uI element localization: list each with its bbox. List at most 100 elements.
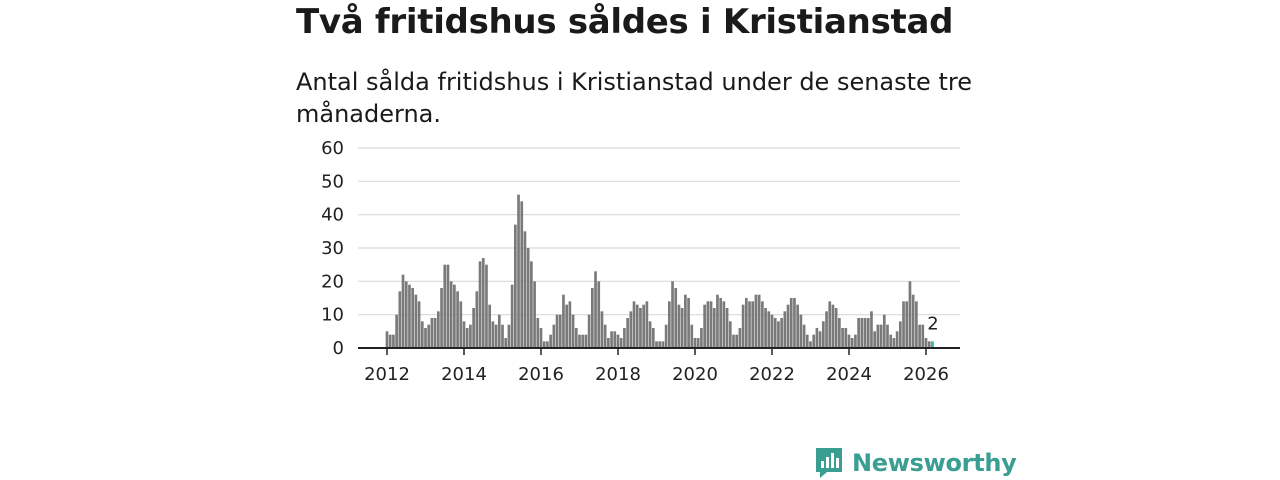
bar (465, 328, 469, 348)
bar (677, 304, 681, 348)
bar (770, 314, 774, 348)
bar (918, 324, 921, 348)
bar (741, 304, 745, 348)
bar (539, 328, 543, 348)
bar (915, 301, 918, 348)
bar (658, 341, 662, 348)
bar (610, 331, 613, 348)
bar (546, 341, 549, 348)
bar (838, 318, 841, 348)
bar (433, 318, 437, 348)
bar (687, 298, 690, 348)
bar (863, 318, 867, 348)
bar (430, 318, 434, 348)
bar (481, 258, 485, 348)
bar (738, 328, 742, 348)
x-tick-label: 2026 (903, 364, 949, 385)
bar (436, 311, 440, 348)
bar (469, 324, 472, 348)
bar (404, 281, 408, 348)
bar (789, 298, 793, 348)
bar (773, 318, 777, 348)
bar (799, 314, 803, 348)
bar (700, 328, 703, 348)
x-tick-label: 2016 (518, 364, 564, 385)
bar (805, 334, 809, 348)
bar (600, 311, 604, 348)
bar (905, 301, 909, 348)
bar (501, 324, 504, 348)
bar (571, 314, 575, 348)
bar (488, 304, 492, 348)
bar (834, 308, 838, 348)
y-tick-label: 50 (321, 171, 344, 192)
newsworthy-logo-text: Newsworthy (852, 449, 1017, 477)
last-value-label: 2 (927, 313, 938, 334)
axes: 0 10 20 30 40 50 60 2012 2014 2016 2018 2020 2022 202… (321, 138, 960, 385)
bar (565, 304, 569, 348)
bar (417, 301, 421, 348)
bar (850, 338, 854, 348)
bar (504, 338, 508, 348)
bar (886, 324, 889, 348)
x-tick-label: 2012 (364, 364, 410, 385)
x-tick-label: 2022 (749, 364, 795, 385)
bar (411, 288, 415, 348)
x-tick-label: 2018 (595, 364, 641, 385)
bar (475, 291, 479, 348)
bar (722, 301, 726, 348)
bar (921, 324, 925, 348)
bar (664, 324, 668, 348)
bar (927, 341, 931, 348)
bar (655, 341, 658, 348)
bar (607, 338, 610, 348)
bar (748, 301, 751, 348)
bar (478, 261, 482, 348)
bar (424, 328, 427, 348)
bar (526, 248, 530, 348)
bar (873, 331, 877, 348)
bar (558, 314, 562, 348)
bar (420, 321, 424, 348)
bar (645, 301, 649, 348)
bar (898, 321, 902, 348)
bar (767, 311, 771, 348)
bar (533, 281, 536, 348)
bar (507, 324, 511, 348)
bar (449, 281, 453, 348)
bar (414, 294, 418, 348)
bars (385, 194, 934, 348)
bar (812, 334, 816, 348)
bar (876, 324, 880, 348)
bar (542, 341, 546, 348)
bar (882, 314, 886, 348)
bar (661, 341, 665, 348)
bar (517, 194, 520, 348)
bar (520, 201, 524, 348)
bar (440, 288, 443, 348)
bar (536, 318, 540, 348)
bar (725, 308, 729, 348)
bar (674, 288, 678, 348)
bar (818, 331, 822, 348)
y-tick-label: 30 (321, 238, 344, 259)
bar (892, 338, 896, 348)
bar (597, 281, 601, 348)
bar (568, 301, 572, 348)
bar (619, 338, 623, 348)
bar (902, 301, 905, 348)
bar (680, 308, 684, 348)
bar (587, 314, 591, 348)
bar (485, 264, 488, 348)
bar (446, 264, 450, 348)
chart-subtitle: Antal sålda fritidshus i Kristianstad un… (296, 68, 972, 128)
bar (453, 284, 456, 348)
bar (744, 298, 748, 348)
x-tick-label: 2014 (441, 364, 487, 385)
bar (472, 308, 475, 348)
bar (603, 324, 607, 348)
bar (706, 301, 710, 348)
bar (642, 304, 646, 348)
bar (719, 298, 723, 348)
bar (696, 338, 700, 348)
